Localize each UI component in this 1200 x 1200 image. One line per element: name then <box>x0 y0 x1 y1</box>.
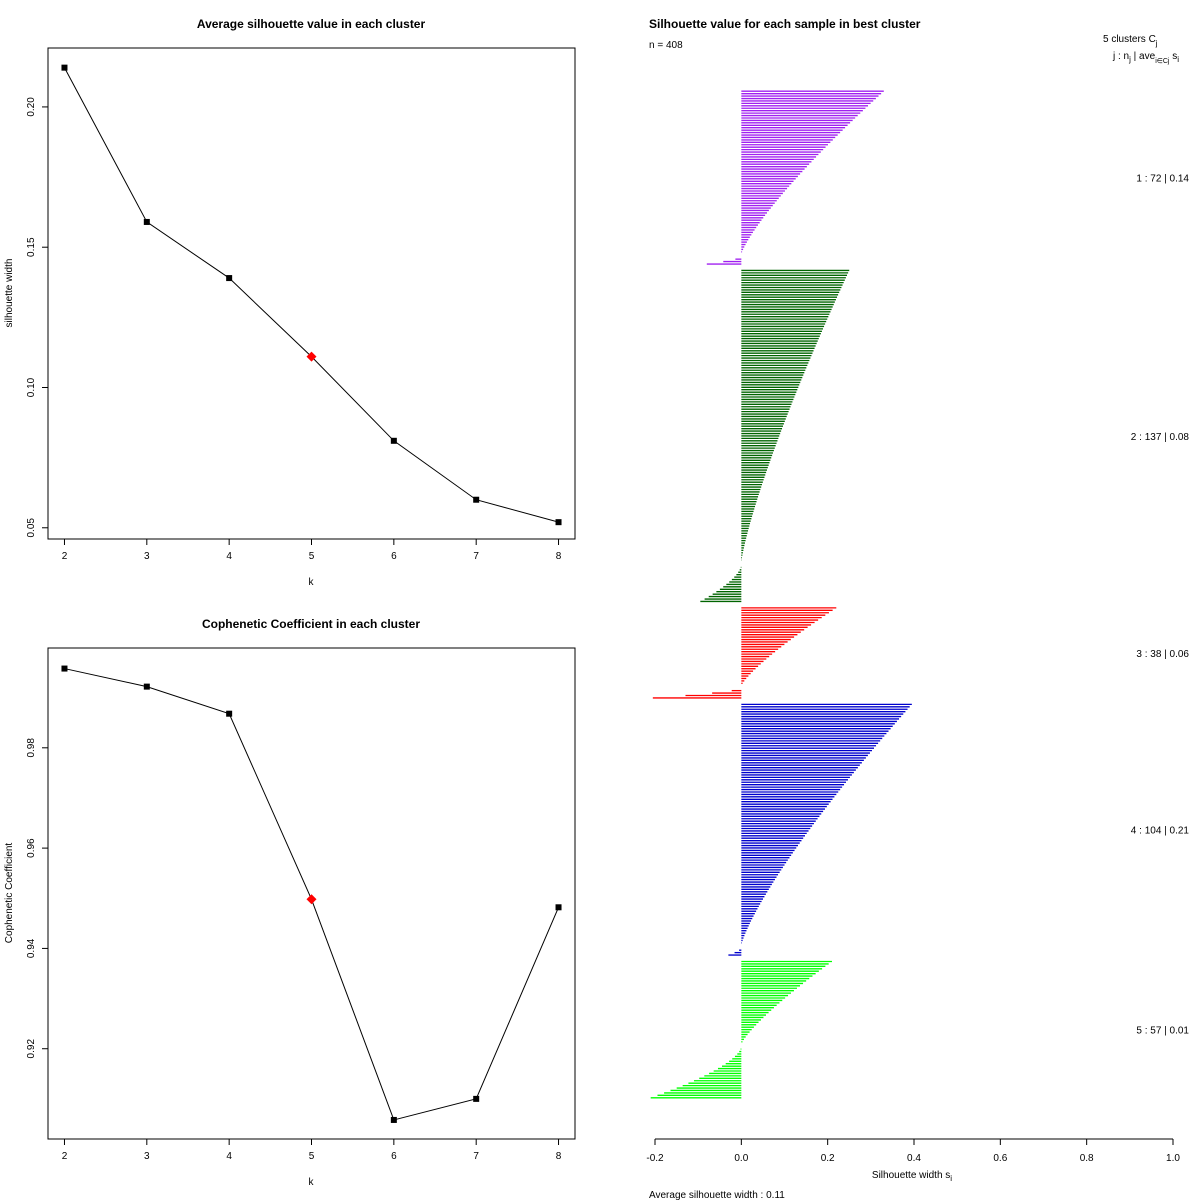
x-axis-label: Silhouette width si <box>872 1170 952 1183</box>
x-tick-label: 4 <box>226 551 232 562</box>
chart-title: Average silhouette value in each cluster <box>197 17 426 31</box>
y-tick-label: 0.94 <box>26 938 37 958</box>
legend-header-line2: j : nj | avei∈Cj si <box>1112 51 1179 65</box>
highlight-point <box>306 894 317 905</box>
x-axis-label: k <box>309 577 315 588</box>
y-tick-label: 0.05 <box>26 518 37 538</box>
x-tick-label: 2 <box>62 1151 68 1162</box>
x-tick-label: 2 <box>62 551 68 562</box>
data-point <box>390 1116 397 1123</box>
cluster-summary-label: 3 : 38 | 0.06 <box>1136 649 1189 660</box>
data-point <box>555 904 562 911</box>
x-tick-label: 6 <box>391 1151 397 1162</box>
data-point <box>143 218 150 225</box>
data-point <box>143 683 150 690</box>
highlight-point <box>306 351 317 362</box>
chart-title: Cophenetic Coefficient in each cluster <box>202 617 420 631</box>
cluster-summary-label: 4 : 104 | 0.21 <box>1131 826 1190 837</box>
x-tick-label: 0.6 <box>993 1153 1007 1164</box>
y-tick-label: 0.96 <box>26 838 37 858</box>
x-tick-label: 0.2 <box>821 1153 835 1164</box>
x-tick-label: 5 <box>309 1151 315 1162</box>
x-axis-label: k <box>309 1177 315 1188</box>
series-line <box>64 668 559 1121</box>
x-tick-label: 8 <box>556 1151 562 1162</box>
data-point <box>226 275 233 282</box>
x-tick-label: 6 <box>391 551 397 562</box>
x-tick-label: 5 <box>309 551 315 562</box>
y-tick-label: 0.15 <box>26 237 37 257</box>
y-axis-label: Cophenetic Coefficient <box>4 843 15 944</box>
cluster-summary-label: 5 : 57 | 0.01 <box>1136 1026 1189 1037</box>
x-tick-label: 3 <box>144 551 150 562</box>
x-tick-label: 7 <box>473 1151 479 1162</box>
average-silhouette-footer: Average silhouette width : 0.11 <box>649 1190 785 1200</box>
legend-header-line1: 5 clusters Cj <box>1103 34 1158 48</box>
data-point <box>473 1095 480 1102</box>
x-tick-label: 4 <box>226 1151 232 1162</box>
x-tick-label: 8 <box>556 551 562 562</box>
x-tick-label: 0.8 <box>1080 1153 1094 1164</box>
data-point <box>61 665 68 672</box>
silhouette-avg-panel: Average silhouette value in each cluster… <box>4 17 576 588</box>
plot-frame <box>47 47 576 540</box>
x-tick-label: 1.0 <box>1166 1153 1180 1164</box>
series-line <box>64 67 559 523</box>
x-tick-label: 3 <box>144 1151 150 1162</box>
y-tick-label: 0.98 <box>26 738 37 758</box>
plot-frame <box>47 647 576 1140</box>
data-point <box>555 519 562 526</box>
y-axis-label: silhouette width <box>4 259 15 328</box>
chart-title: Silhouette value for each sample in best… <box>649 17 921 31</box>
cluster-summary-label: 2 : 137 | 0.08 <box>1131 432 1190 443</box>
x-tick-label: 7 <box>473 551 479 562</box>
data-point <box>390 437 397 444</box>
y-tick-label: 0.92 <box>26 1039 37 1059</box>
x-tick-label: 0.0 <box>734 1153 748 1164</box>
data-point <box>226 710 233 717</box>
y-tick-label: 0.10 <box>26 377 37 397</box>
cluster-summary-label: 1 : 72 | 0.14 <box>1136 174 1189 185</box>
data-point <box>61 64 68 71</box>
x-tick-label: 0.4 <box>907 1153 921 1164</box>
data-point <box>473 496 480 503</box>
cophenetic-panel: Cophenetic Coefficient in each cluster k… <box>4 617 576 1188</box>
x-tick-label: -0.2 <box>646 1153 664 1164</box>
y-tick-label: 0.20 <box>26 97 37 117</box>
n-label: n = 408 <box>649 40 683 51</box>
silhouette-plot-panel: Silhouette value for each sample in best… <box>646 17 1189 1200</box>
